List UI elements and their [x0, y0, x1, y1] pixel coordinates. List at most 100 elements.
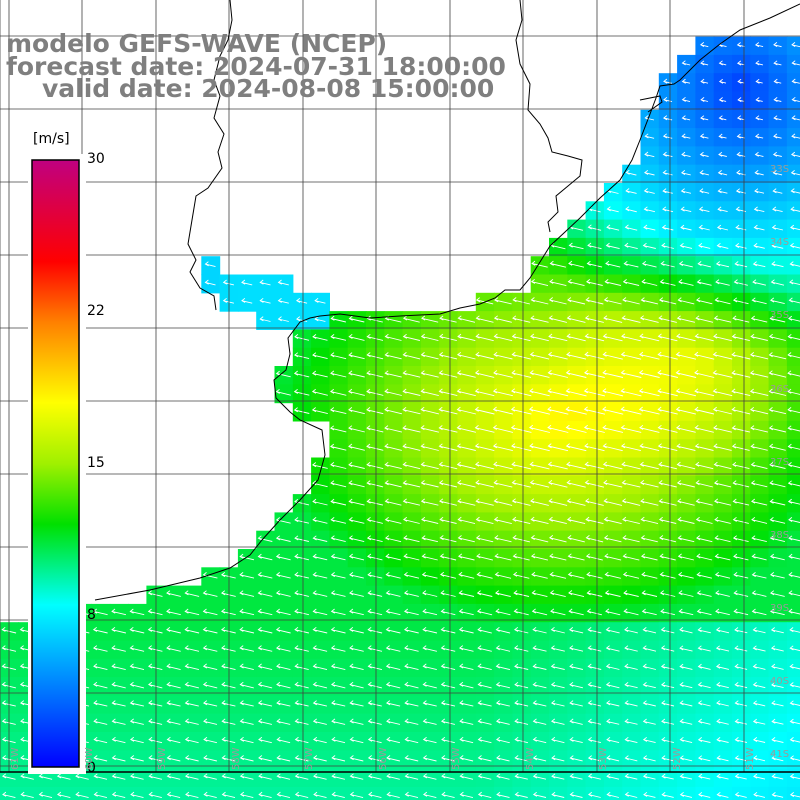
wind-arrow [294, 535, 310, 542]
wind-arrow [550, 718, 565, 725]
wind-arrow [493, 333, 513, 342]
wind-arrow [495, 663, 511, 671]
wind-arrow [641, 260, 657, 268]
wind-arrow [530, 535, 549, 543]
wind-arrow [475, 333, 494, 342]
wind-arrow [768, 333, 786, 341]
wind-arrow [713, 333, 732, 342]
wind-arrow [166, 645, 181, 652]
wind-arrow [750, 480, 768, 488]
wind-arrow [530, 498, 549, 506]
wind-arrow [623, 590, 639, 597]
wind-arrow [402, 498, 421, 506]
wind-arrow [366, 407, 384, 415]
wind-cell [640, 786, 660, 800]
wind-cell [786, 91, 800, 111]
wind-arrow [404, 663, 419, 671]
wind-arrow [330, 498, 347, 506]
wind-arrow [694, 443, 714, 451]
wind-arrow [788, 608, 800, 615]
wind-arrow [386, 718, 401, 725]
wind-arrow [698, 242, 711, 249]
wind-arrow [788, 517, 800, 523]
wind-arrow [642, 645, 657, 652]
wind-arrow [367, 590, 383, 597]
wind-arrow [330, 352, 347, 360]
wind-arrow [587, 242, 602, 250]
wind-arrow [385, 626, 401, 634]
wind-arrow [606, 718, 620, 725]
wind-arrow [697, 663, 711, 670]
wind-arrow [403, 553, 420, 561]
wind-arrow [716, 755, 729, 762]
wind-arrow [312, 736, 327, 744]
wind-arrow [348, 498, 365, 506]
wind-arrow [585, 279, 603, 286]
wind-arrow [475, 498, 494, 506]
wind-arrow [620, 424, 642, 433]
wind-arrow [420, 333, 439, 342]
wind-arrow [385, 608, 401, 616]
wind-arrow [699, 170, 710, 176]
wind-arrow [438, 443, 458, 451]
wind-arrow [75, 773, 89, 780]
wind-arrow [567, 535, 585, 543]
wind-arrow [129, 755, 144, 762]
wind-arrow [293, 352, 310, 360]
wind-arrow [584, 315, 604, 323]
wind-cell [567, 786, 587, 800]
wind-arrow [605, 242, 620, 250]
wind-arrow [602, 351, 623, 360]
wind-arrow [166, 736, 181, 744]
wind-cell [786, 512, 800, 532]
wind-arrow [602, 370, 624, 378]
wind-cell [786, 439, 800, 459]
colorbar-unit-background [28, 128, 80, 154]
wind-arrow [565, 443, 587, 452]
wind-arrow [314, 316, 326, 322]
wind-arrow [642, 682, 656, 689]
wind-arrow [662, 151, 673, 158]
lat-label-33s: 33S [770, 164, 790, 175]
wind-arrow [476, 571, 493, 579]
wind-arrow [366, 388, 384, 396]
wind-arrow [204, 261, 216, 268]
wind-arrow [496, 755, 510, 762]
wind-arrow [787, 443, 800, 450]
wind-arrow [331, 736, 346, 744]
wind-arrow [492, 443, 513, 452]
wind-arrow [111, 718, 126, 725]
wind-arrow [258, 791, 272, 799]
wind-arrow [769, 297, 785, 305]
wind-arrow [92, 608, 108, 616]
wind-arrow [659, 553, 676, 561]
wind-arrow [331, 755, 346, 762]
wind-arrow [330, 334, 347, 341]
wind-arrow [770, 279, 785, 286]
wind-arrow [20, 791, 34, 799]
wind-arrow [512, 553, 530, 561]
wind-arrow [441, 791, 455, 799]
wind-arrow [621, 480, 641, 488]
wind-arrow [771, 261, 784, 268]
wind-arrow [734, 791, 747, 798]
lon-label-54w: 54W [525, 747, 536, 770]
wind-arrow [717, 188, 728, 194]
wind-arrow [587, 718, 602, 725]
lon-label-53w: 53W [598, 747, 609, 770]
wind-arrow [275, 608, 291, 616]
wind-arrow [402, 388, 421, 396]
wind-arrow [753, 755, 766, 762]
wind-arrow [258, 755, 272, 762]
wind-arrow [585, 516, 604, 525]
wind-arrow [130, 773, 144, 780]
wind-arrow [166, 608, 181, 616]
wind-arrow [790, 151, 800, 157]
wind-arrow [148, 773, 163, 780]
wind-arrow [511, 498, 531, 506]
wind-arrow [605, 260, 621, 268]
wind-arrow [475, 315, 494, 323]
wind-cell [603, 786, 623, 800]
wind-arrow [772, 151, 782, 157]
wind-arrow [147, 590, 163, 597]
